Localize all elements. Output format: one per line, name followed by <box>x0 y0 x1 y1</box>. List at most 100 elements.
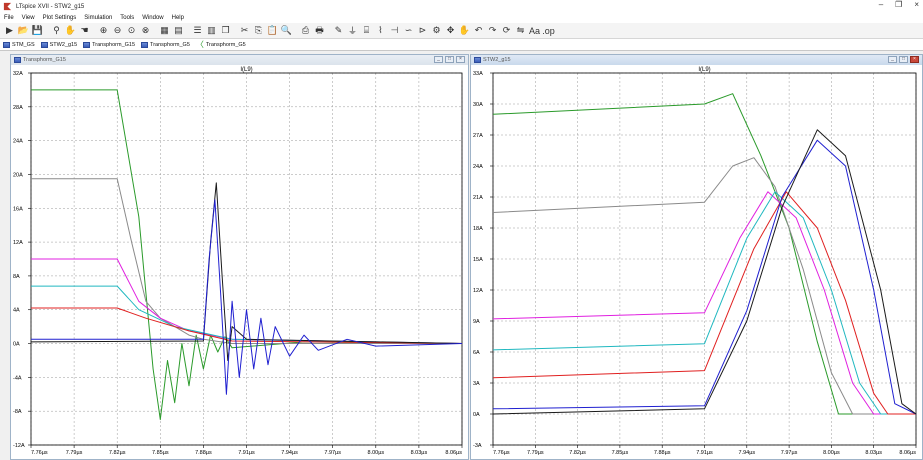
x-tick-label: 8.03µs <box>865 450 882 456</box>
close-button[interactable]: × <box>456 56 465 63</box>
maximize-button[interactable]: ❐ <box>895 0 903 9</box>
cut-icon[interactable]: ✂ <box>240 25 249 35</box>
resistor-icon[interactable]: ⌇ <box>378 25 383 35</box>
y-tick-label: 0A <box>13 342 20 348</box>
y-tick-label: 15A <box>473 257 483 263</box>
plot-window-right[interactable]: STW2_g15 _ □ × I(L9) 33A 30A 27A 24A 21A 18A 15… <box>470 54 923 460</box>
x-tick-label: 7.97µs <box>324 450 341 456</box>
y-tick-label: 24A <box>13 139 23 145</box>
menu-help[interactable]: Help <box>171 15 184 21</box>
x-tick-label: 7.79µs <box>66 450 83 456</box>
series-line-6[interactable] <box>492 129 917 415</box>
y-tick-label: -4A <box>13 375 22 381</box>
ground-icon[interactable]: ⏚ <box>347 26 357 36</box>
paste-icon[interactable]: 📋 <box>266 25 279 35</box>
y-tick-label: 16A <box>13 206 23 212</box>
tile-vertical-icon[interactable]: ▥ <box>207 25 216 35</box>
menu-plot-settings[interactable]: Plot Settings <box>42 15 77 21</box>
tab-transphorm-g15[interactable]: Transphorm_G15 <box>83 41 135 48</box>
print-icon[interactable]: 🖶 <box>315 24 324 35</box>
diode-icon[interactable]: ⊳ <box>418 25 427 35</box>
inductor-icon[interactable]: ∽ <box>404 25 413 35</box>
menu-view[interactable]: View <box>21 15 35 21</box>
plot-frame <box>492 72 917 446</box>
y-tick-label: 8A <box>13 274 20 280</box>
x-tick-label: 7.76µs <box>493 450 510 456</box>
zoom-out-icon[interactable]: ⊖ <box>113 25 122 35</box>
toolbar: ▶ 📂 💾 ⚲ ✋ ☚ ⊕ ⊖ ⊙ ⊗ ▦ ▤ ☰ ▥ ❐ ✂ ⎘ 📋 🔍 ⎙ … <box>0 23 923 39</box>
autorange-icon[interactable]: ▦ <box>160 25 169 35</box>
schematic-icon <box>3 41 10 48</box>
run-icon[interactable]: ▶ <box>6 25 13 35</box>
rotate-icon[interactable]: ⟳ <box>502 25 511 35</box>
menu-tools[interactable]: Tools <box>120 15 135 21</box>
y-tick-label: 24A <box>473 164 483 170</box>
zoom-in-icon[interactable]: ⊕ <box>99 25 108 35</box>
maximize-button[interactable]: □ <box>445 56 454 63</box>
tab-stm-gs[interactable]: STM_GS <box>3 41 35 48</box>
waveform-plot-left[interactable]: I(L9) 32A 28A 24A 20A 16A 12A 8A 4A 0A -4A -8A -12A 7… <box>11 65 468 459</box>
y-tick-label: 33A <box>473 71 483 77</box>
spice-directive-icon[interactable]: .op <box>542 25 555 36</box>
x-tick-label: 7.94µs <box>738 450 755 456</box>
text-icon[interactable]: Aa <box>529 25 541 36</box>
series-line-4[interactable] <box>31 307 463 344</box>
halt-icon[interactable]: ✋ <box>64 25 77 35</box>
minimize-button[interactable]: _ <box>434 56 443 63</box>
title-bar: LTspice XVII - STW2_g15 – ❐ × <box>0 0 923 13</box>
tab-stw2-g15[interactable]: STW2_g15 <box>40 41 77 48</box>
print-setup-icon[interactable]: ⎙ <box>301 25 310 35</box>
label-icon[interactable]: ⌸ <box>363 25 370 35</box>
move-icon[interactable]: ✥ <box>446 25 455 35</box>
series-line-3[interactable] <box>492 191 916 415</box>
component-icon[interactable]: ⚙ <box>432 25 441 35</box>
y-tick-label: -12A <box>13 443 25 449</box>
zoom-cancel-icon[interactable]: ⊗ <box>141 25 150 35</box>
waveform-plot-right[interactable]: I(L9) 33A 30A 27A 24A 21A 18A 15A 12A 9A 6A 3A 0A -3A… <box>471 65 922 459</box>
x-tick-label: 7.91µs <box>696 450 713 456</box>
probe-icon[interactable]: ⚲ <box>53 25 60 35</box>
plot-window-header[interactable]: STW2_g15 _ □ × <box>471 55 922 65</box>
mirror-icon[interactable]: ⇋ <box>516 25 525 35</box>
save-icon[interactable]: 💾 <box>31 25 44 35</box>
maximize-button[interactable]: □ <box>899 56 908 63</box>
plot-title[interactable]: I(L9) <box>240 67 252 73</box>
series-line-1[interactable] <box>492 157 916 415</box>
close-button[interactable]: × <box>910 56 919 63</box>
y-tick-label: 20A <box>13 172 23 178</box>
series-line-6[interactable] <box>31 199 463 395</box>
y-tick-label: -3A <box>473 443 482 449</box>
redo-icon[interactable]: ↷ <box>488 25 497 35</box>
close-button[interactable]: × <box>914 0 919 9</box>
tile-horizontal-icon[interactable]: ☰ <box>193 25 202 35</box>
menu-simulation[interactable]: Simulation <box>84 15 113 21</box>
menu-file[interactable]: File <box>4 15 14 21</box>
series-line-1[interactable] <box>31 178 462 344</box>
minimize-button[interactable]: _ <box>888 56 897 63</box>
series-line-5[interactable] <box>492 139 917 415</box>
menu-window[interactable]: Window <box>142 15 164 21</box>
zoom-fit-icon[interactable]: ⊙ <box>127 25 136 35</box>
series-line-2[interactable] <box>492 191 916 415</box>
waveform-window-icon <box>474 57 481 63</box>
plot-window-header[interactable]: Transphorm_G15 _ □ × <box>11 55 468 65</box>
open-icon[interactable]: 📂 <box>17 25 30 35</box>
drag-icon[interactable]: ✋ <box>458 25 471 35</box>
y-tick-label: 18A <box>473 226 483 232</box>
undo-icon[interactable]: ↶ <box>474 25 483 35</box>
cascade-icon[interactable]: ❐ <box>221 25 230 35</box>
copy-icon[interactable]: ⎘ <box>254 25 263 35</box>
measure-icon[interactable]: ▤ <box>174 25 183 35</box>
wire-icon[interactable]: ✎ <box>334 25 343 35</box>
plot-title[interactable]: I(L9) <box>698 67 710 73</box>
tab-transphorm-g5-waveform[interactable]: 〈 Transphorm_G5 <box>195 40 246 49</box>
minimize-button[interactable]: – <box>878 0 884 9</box>
find-icon[interactable]: 🔍 <box>280 25 293 35</box>
x-tick-label: 8.00µs <box>367 450 384 456</box>
series-line-0[interactable] <box>31 89 463 421</box>
plot-window-left[interactable]: Transphorm_G15 _ □ × I(L9) 32A 28A 24A 20A 16… <box>10 54 469 460</box>
series-line-4[interactable] <box>492 191 916 415</box>
tab-transphorm-g5[interactable]: Transphorm_G5 <box>141 41 190 48</box>
capacitor-icon[interactable]: ⊣ <box>390 25 399 35</box>
pan-icon[interactable]: ☚ <box>80 25 89 35</box>
